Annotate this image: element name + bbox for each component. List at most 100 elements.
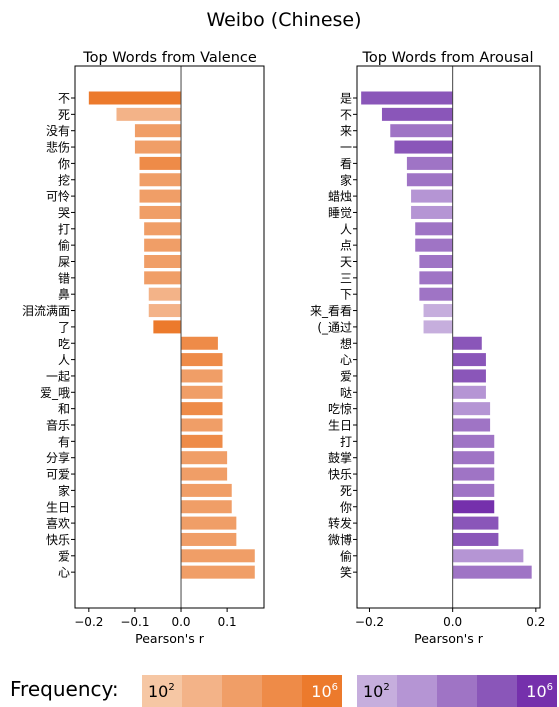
- category-label: 没有: [46, 123, 70, 138]
- colorbar-swatch: [517, 675, 557, 707]
- category-label: 吃: [58, 337, 70, 351]
- colorbar-swatch: [222, 675, 262, 707]
- bar-爱: [181, 549, 255, 563]
- bar-快乐: [181, 532, 237, 546]
- bar-分享: [181, 451, 228, 465]
- colorbar-high-label: 106: [526, 682, 553, 701]
- category-label: 泪流满面: [22, 304, 70, 318]
- category-label: (_通过: [317, 320, 352, 334]
- bar-人: [415, 222, 453, 236]
- bar-来_看看: [423, 304, 453, 318]
- category-label: 三: [340, 271, 352, 285]
- bar-快乐: [452, 467, 495, 481]
- category-label: 蜡烛: [328, 190, 352, 204]
- category-label: 来: [340, 124, 352, 138]
- category-label: 想: [340, 336, 352, 351]
- bar-爱_哦: [181, 385, 223, 399]
- category-label: 死: [340, 484, 352, 498]
- valence-frequency-colorbar: 102 106: [142, 675, 342, 707]
- bar-是: [361, 91, 453, 105]
- bar-一: [394, 140, 453, 154]
- category-label: 笑: [340, 565, 352, 580]
- category-label: 有: [58, 435, 70, 449]
- bar-鼓掌: [452, 451, 495, 465]
- x-tick-label: −0.2: [74, 615, 103, 629]
- bar-心: [452, 353, 486, 367]
- colorbar-low-label: 102: [363, 682, 390, 701]
- category-label: 看: [340, 157, 352, 171]
- bar-悲伤: [134, 140, 182, 154]
- bar-不: [88, 91, 182, 105]
- bar-音乐: [181, 418, 223, 432]
- category-label: 你: [58, 157, 70, 171]
- bar-可爱: [181, 467, 228, 481]
- valence-panel: Top Words from Valence 不死没有悲伤你挖可怜哭打偷屎错鼻泪流…: [22, 50, 265, 646]
- bar-鼻: [148, 287, 182, 301]
- bar-打: [144, 222, 182, 236]
- bar-心: [181, 565, 255, 579]
- category-label: 哒: [340, 386, 352, 400]
- bar-生日: [452, 418, 491, 432]
- colorbar-swatch: [182, 675, 222, 707]
- bar-错: [144, 271, 182, 285]
- category-label: 生日: [46, 500, 70, 514]
- category-label: 偷: [340, 548, 352, 563]
- bar-想: [452, 336, 482, 350]
- category-label: 来_看看: [310, 304, 352, 318]
- bar-和: [181, 402, 223, 416]
- bar-不: [381, 107, 453, 121]
- category-label: 家: [58, 483, 70, 498]
- category-label: 快乐: [46, 533, 70, 547]
- category-label: 打: [58, 222, 70, 236]
- category-label: 爱_哦: [40, 386, 70, 400]
- bar-吃惊: [452, 402, 491, 416]
- category-label: 屎: [58, 255, 70, 269]
- bar-有: [181, 434, 223, 448]
- bar-点: [415, 238, 453, 252]
- x-axis-label: Pearson's r: [414, 631, 484, 646]
- x-tick-label: 0.1: [218, 615, 237, 629]
- category-label: 转发: [328, 516, 352, 531]
- bar-哭: [139, 205, 182, 219]
- category-label: 和: [58, 402, 70, 416]
- category-label: 快乐: [328, 468, 352, 482]
- bar-(_通过: [423, 320, 453, 334]
- category-label: 死: [58, 108, 70, 122]
- category-label: 一: [340, 141, 352, 155]
- bar-人: [181, 353, 223, 367]
- category-label: 家: [340, 172, 352, 187]
- figure-title: Weibo (Chinese): [206, 9, 361, 31]
- category-label: 睡觉: [328, 206, 352, 220]
- category-label: 鼓掌: [328, 451, 352, 465]
- category-label: 偷: [58, 238, 70, 253]
- bar-偷: [452, 549, 524, 563]
- x-tick-label: 0.0: [443, 615, 462, 629]
- bar-转发: [452, 516, 499, 530]
- bar-可怜: [139, 189, 182, 203]
- colorbar-swatch: [437, 675, 477, 707]
- colorbar-swatch: [262, 675, 302, 707]
- bar-屎: [144, 255, 182, 268]
- bar-爱: [452, 369, 486, 383]
- bar-死: [452, 483, 495, 497]
- bar-泪流满面: [148, 304, 182, 318]
- category-label: 音乐: [46, 418, 70, 433]
- category-label: 不: [340, 108, 352, 122]
- category-label: 鼻: [58, 287, 70, 302]
- category-label: 吃惊: [328, 401, 352, 416]
- arousal-frequency-colorbar: 102 106: [357, 675, 557, 707]
- bar-喜欢: [181, 516, 237, 530]
- bar-打: [452, 434, 495, 448]
- bar-偷: [144, 238, 182, 252]
- bar-天: [419, 255, 453, 268]
- category-label: 天: [340, 255, 352, 269]
- x-tick-label: 0.2: [526, 615, 545, 629]
- category-label: 微博: [328, 532, 352, 547]
- category-label: 下: [340, 288, 352, 302]
- bar-来: [390, 124, 453, 138]
- frequency-label: Frequency:: [10, 677, 119, 701]
- bar-死: [116, 107, 182, 121]
- bar-看: [406, 156, 453, 170]
- category-label: 了: [58, 320, 70, 334]
- arousal-panel: Top Words from Arousal 是不来一看家蜡烛睡觉人点天三下来_看…: [310, 50, 545, 646]
